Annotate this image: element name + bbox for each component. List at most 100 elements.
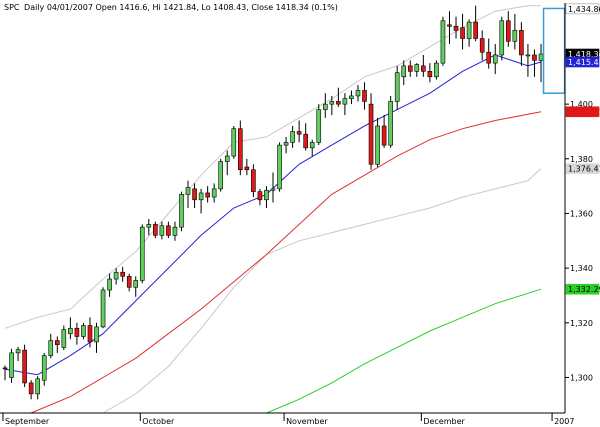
candle-body-up bbox=[159, 225, 165, 236]
candle-body-down bbox=[407, 65, 413, 72]
candle-body-up bbox=[218, 161, 224, 190]
candle bbox=[532, 49, 537, 77]
candle bbox=[231, 126, 237, 159]
candle bbox=[427, 63, 433, 83]
candle-body-up bbox=[309, 142, 315, 149]
candle-body-down bbox=[257, 191, 263, 201]
ma-mid-line bbox=[30, 111, 542, 414]
price-tag-label: 1,397.21 bbox=[568, 108, 600, 117]
candle-body-up bbox=[94, 326, 99, 343]
price-tag-label: 1,415.41 bbox=[568, 58, 600, 67]
candles bbox=[2, 5, 566, 400]
candle-body-up bbox=[388, 101, 393, 146]
candle bbox=[251, 164, 256, 198]
candle-body-down bbox=[22, 349, 27, 384]
candle-body-down bbox=[427, 71, 433, 78]
candle-body-down bbox=[54, 340, 60, 345]
candle-body-up bbox=[492, 54, 498, 64]
candle bbox=[74, 322, 80, 345]
candle bbox=[453, 16, 459, 39]
candle-body-down bbox=[238, 128, 243, 171]
candle bbox=[479, 30, 485, 61]
candle bbox=[349, 90, 354, 105]
candle bbox=[41, 352, 47, 386]
candle bbox=[133, 276, 139, 297]
candle bbox=[211, 183, 217, 203]
x-tick-label: September bbox=[5, 417, 50, 426]
candle bbox=[2, 365, 8, 381]
price-tag: 1,332.29 bbox=[565, 283, 600, 295]
candle bbox=[525, 44, 531, 77]
candle-body-down bbox=[460, 27, 465, 39]
candle bbox=[185, 180, 191, 208]
candle-body-up bbox=[61, 329, 67, 348]
candle-body-up bbox=[224, 155, 230, 162]
candle-body-down bbox=[336, 101, 341, 105]
x-axis: September October November December 2007 bbox=[2, 413, 574, 426]
plot-frame bbox=[0, 3, 566, 414]
price-tag-box bbox=[565, 163, 600, 174]
price-tag-label: 1,434.86 bbox=[568, 5, 600, 14]
candle-body-up bbox=[179, 194, 184, 228]
candle-body-up bbox=[231, 128, 237, 157]
candle bbox=[290, 126, 295, 148]
candle-body-up bbox=[499, 20, 505, 56]
candle bbox=[388, 95, 393, 148]
candle bbox=[421, 54, 426, 77]
candle-body-down bbox=[244, 166, 250, 171]
candle-body-down bbox=[2, 367, 8, 370]
candle-body-up bbox=[355, 90, 361, 97]
y-tick-label: 1,380 bbox=[570, 155, 593, 164]
candle bbox=[15, 346, 21, 362]
candle bbox=[283, 136, 289, 154]
candle-body-down bbox=[453, 25, 459, 31]
candle-body-up bbox=[538, 53, 544, 61]
candle-body-down bbox=[126, 276, 132, 288]
candle bbox=[486, 38, 492, 69]
candle-body-up bbox=[270, 188, 276, 191]
candle bbox=[198, 188, 204, 214]
chart-symbol: SPC bbox=[4, 3, 20, 12]
candle bbox=[401, 60, 407, 85]
price-tag: 1,434.86 bbox=[565, 3, 600, 15]
chart-header-text: Daily 04/01/2007 Open 1416.6, Hi 1421.84… bbox=[24, 3, 338, 12]
candle bbox=[146, 218, 152, 236]
candle-body-down bbox=[303, 133, 308, 149]
candle-body-up bbox=[525, 54, 531, 57]
candle-body-up bbox=[81, 325, 86, 337]
candle bbox=[166, 221, 171, 239]
price-tag-box bbox=[565, 283, 600, 295]
candle-body-up bbox=[15, 349, 21, 354]
candle-body-down bbox=[120, 271, 125, 277]
candle-body-down bbox=[519, 30, 524, 56]
y-tick-label: 1,300 bbox=[570, 373, 593, 382]
candle bbox=[94, 322, 99, 353]
candle-body-down bbox=[479, 38, 485, 53]
candle bbox=[460, 13, 465, 50]
candle-body-up bbox=[414, 64, 420, 72]
candle-body-up bbox=[139, 226, 145, 281]
x-tick-label: 2007 bbox=[554, 417, 574, 426]
candle bbox=[54, 336, 60, 353]
candle-body-down bbox=[153, 224, 158, 236]
candle bbox=[329, 95, 335, 116]
candle-body-up bbox=[41, 355, 47, 381]
candle-body-up bbox=[434, 62, 439, 78]
candle bbox=[309, 139, 315, 157]
candle bbox=[113, 268, 119, 285]
candle bbox=[322, 93, 328, 118]
y-tick-label: 1,400 bbox=[570, 100, 593, 109]
y-tick-label: 1,340 bbox=[570, 264, 593, 273]
candle bbox=[61, 325, 67, 351]
y-tick-label: 1,320 bbox=[570, 319, 593, 328]
candle-body-up bbox=[107, 278, 112, 291]
candle bbox=[473, 5, 478, 42]
candle bbox=[296, 120, 302, 143]
candle-body-up bbox=[172, 226, 178, 236]
candle bbox=[48, 333, 54, 359]
candle-body-down bbox=[368, 103, 374, 165]
price-tag: 1,376.41 bbox=[565, 163, 600, 174]
candle-body-up bbox=[290, 131, 295, 143]
candle-body-up bbox=[146, 224, 152, 228]
candle-body-up bbox=[316, 109, 322, 143]
